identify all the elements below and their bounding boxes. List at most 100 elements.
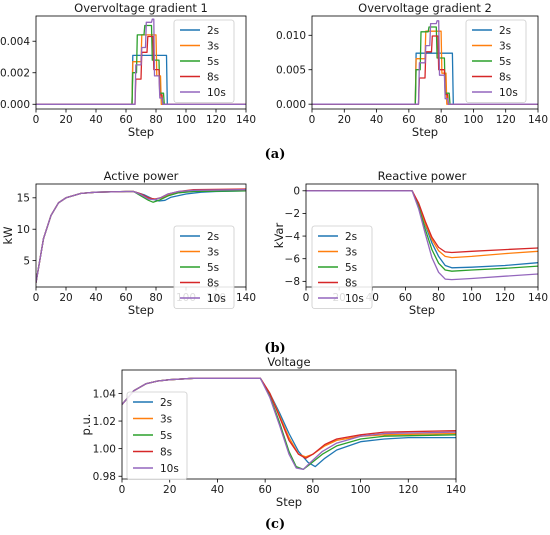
x-tick-label: 20: [163, 484, 176, 496]
y-tick-label: 5: [23, 255, 30, 267]
chart-voltage: Voltage 0 20 40 60 80 100 120 140 Step 0.98 1.00 1.0…: [79, 355, 466, 509]
y-tick-label: 1.00: [93, 443, 116, 455]
y-tick-label: 0.98: [93, 471, 116, 483]
legend: 2s 3s 5s 8s 10s: [465, 19, 527, 103]
x-tick-label: 0: [119, 484, 126, 496]
x-tick-label: 60: [258, 484, 271, 496]
panel-label-c: (c): [265, 517, 285, 532]
series-lines: [312, 20, 538, 105]
y-tick-label: 0.000: [276, 99, 306, 111]
x-tick-label: 0: [33, 114, 40, 126]
x-tick-label: 60: [119, 292, 132, 304]
series-lines: [36, 18, 246, 105]
legend-label-3s: 3s: [499, 41, 511, 53]
x-tick-label: 140: [236, 114, 256, 126]
chart-reactive: Reactive power020406080100120140Step−8−6…: [272, 169, 548, 317]
x-tick-label: 80: [149, 114, 162, 126]
series-line-8s: [306, 190, 538, 254]
chart-active: Active power020406080100120140Step51015k…: [1, 169, 256, 317]
legend-box: [126, 391, 188, 480]
legend-label-8s: 8s: [160, 447, 172, 459]
legend: 2s 3s 5s 8s 10s: [126, 391, 188, 480]
x-axis-label: Step: [412, 125, 438, 139]
y-axis-label: kW: [1, 226, 15, 244]
legend-label-2s: 2s: [207, 25, 219, 37]
legend-label-8s: 8s: [207, 72, 219, 84]
x-tick-label: 60: [402, 114, 415, 126]
series-line-10s: [306, 190, 538, 281]
series-line-8s: [312, 35, 538, 105]
chart-title: Overvoltage gradient 1: [74, 1, 208, 15]
legend-box: [173, 19, 235, 103]
x-axis-label: Step: [128, 303, 154, 317]
x-tick-label: 40: [89, 292, 102, 304]
x-tick-label: 100: [176, 114, 196, 126]
legend-label-2s: 2s: [345, 231, 357, 243]
x-tick-label: 40: [211, 484, 224, 496]
x-tick-label: 20: [59, 114, 72, 126]
x-tick-label: 140: [528, 114, 548, 126]
panel-label-a: (a): [265, 147, 286, 162]
x-tick-label: 140: [236, 292, 256, 304]
x-tick-label: 100: [462, 292, 482, 304]
x-tick-label: 60: [399, 292, 412, 304]
x-tick-label: 140: [528, 292, 548, 304]
y-tick-label: 1.02: [93, 416, 116, 428]
x-tick-label: 0: [33, 292, 40, 304]
y-tick-label: 10: [17, 224, 30, 236]
y-tick-label: 15: [17, 193, 30, 205]
y-tick-label: −4: [285, 231, 301, 243]
legend-label-10s: 10s: [207, 293, 226, 305]
x-tick-label: 40: [370, 114, 383, 126]
legend: 2s 3s 5s 8s 10s: [311, 225, 373, 309]
plot-frame: [311, 15, 539, 110]
x-tick-label: 0: [303, 292, 310, 304]
legend-label-8s: 8s: [345, 278, 357, 290]
x-tick-label: 20: [59, 292, 72, 304]
legend-label-2s: 2s: [207, 231, 219, 243]
legend-label-5s: 5s: [207, 262, 219, 274]
x-tick-label: 0: [309, 114, 316, 126]
series-line-8s: [36, 35, 246, 105]
legend-label-2s: 2s: [160, 397, 172, 409]
plot-frame: [305, 183, 539, 288]
legend-label-2s: 2s: [499, 25, 511, 37]
series-lines: [122, 377, 456, 470]
legend-box: [311, 225, 373, 309]
x-tick-label: 120: [495, 292, 515, 304]
x-tick-label: 80: [149, 292, 162, 304]
y-tick-label: −8: [285, 276, 300, 288]
legend-label-3s: 3s: [207, 41, 219, 53]
chart-og2: Overvoltage gradient 2 0 20 40 60 80 100 120 140…: [276, 1, 548, 139]
chart-title: Overvoltage gradient 2: [358, 1, 492, 15]
x-tick-label: 20: [338, 114, 351, 126]
legend-label-3s: 3s: [160, 414, 172, 426]
series-lines: [36, 188, 246, 283]
x-tick-label: 80: [432, 292, 445, 304]
chart-title: Active power: [104, 169, 179, 183]
y-tick-label: 1.04: [93, 388, 117, 400]
plot-frame: [35, 183, 247, 288]
legend-label-10s: 10s: [207, 87, 226, 99]
y-tick-label: 0.002: [0, 68, 30, 80]
legend-box: [173, 225, 235, 309]
legend-label-3s: 3s: [207, 247, 219, 259]
series-line-10s: [36, 18, 246, 105]
panel-label-b: (b): [264, 341, 285, 356]
series-line-5s: [36, 24, 246, 105]
chart-title: Reactive power: [378, 169, 467, 183]
chart-og1: Overvoltage gradient 1 0 20 40 60 80 100 120 140…: [0, 1, 256, 139]
series-line-5s: [312, 26, 538, 105]
legend-label-5s: 5s: [499, 56, 511, 68]
legend-label-3s: 3s: [345, 247, 357, 259]
x-tick-label: 80: [434, 114, 447, 126]
legend: 2s 3s 5s 8s 10s: [173, 225, 235, 309]
x-tick-label: 140: [446, 484, 466, 496]
legend-label-5s: 5s: [345, 262, 357, 274]
legend-label-5s: 5s: [207, 56, 219, 68]
plot-frame: [35, 15, 247, 110]
legend-label-8s: 8s: [499, 72, 511, 84]
y-axis-label: kVar: [272, 223, 286, 249]
x-tick-label: 40: [89, 114, 102, 126]
x-tick-label: 120: [496, 114, 516, 126]
